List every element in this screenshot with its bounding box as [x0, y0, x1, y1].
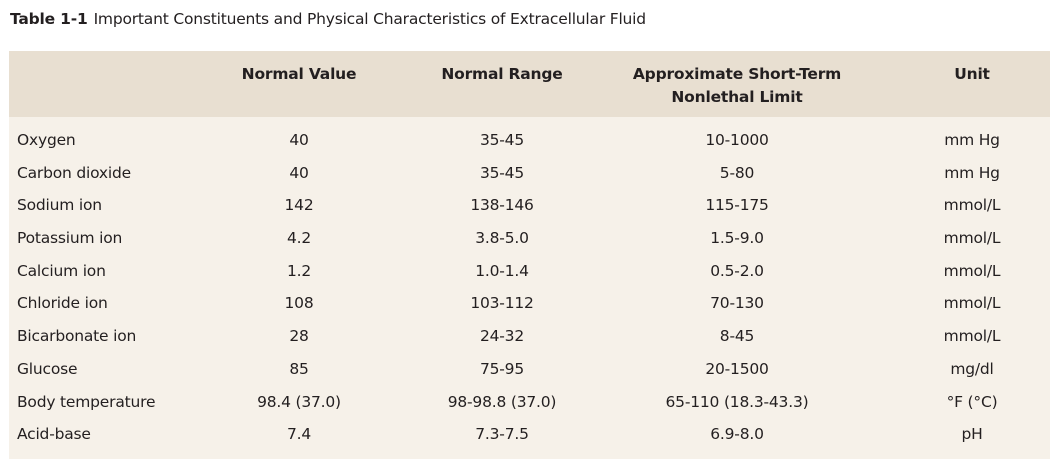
table-row: Carbon dioxide 40 35-45 5-80 mm Hg: [9, 158, 1050, 191]
table-row: Oxygen 40 35-45 10-1000 mm Hg: [9, 125, 1050, 158]
row-name-cell: Potassium ion: [17, 229, 123, 248]
normal-value-cell: 108: [284, 294, 314, 313]
unit-cell: mmol/L: [943, 327, 1001, 346]
header-normal-value: Normal Value: [241, 65, 357, 83]
table-row: Body temperature 98.4 (37.0) 98-98.8 (37…: [9, 387, 1050, 420]
normal-range-cell: 24-32: [479, 327, 525, 346]
unit-cell: pH: [961, 425, 983, 444]
row-name-cell: Acid-base: [17, 425, 91, 444]
table-row: Chloride ion 108 103-112 70-130 mmol/L: [9, 288, 1050, 321]
row-name-cell: Carbon dioxide: [17, 163, 131, 182]
nonlethal-limit-cell: 65-110 (18.3-43.3): [665, 392, 809, 411]
normal-range-cell: 98-98.8 (37.0): [447, 392, 557, 411]
normal-value-cell: 1.2: [286, 261, 312, 280]
row-name-cell: Calcium ion: [17, 261, 106, 280]
normal-value-cell: 40: [289, 163, 309, 182]
header-nonlethal-limit-line1: Approximate Short-Term: [632, 65, 842, 83]
row-name-cell: Glucose: [17, 359, 78, 378]
table-body: Oxygen 40 35-45 10-1000 mm Hg Carbon dio…: [9, 125, 1050, 452]
table-caption: Table 1-1 Important Constituents and Phys…: [10, 8, 646, 30]
nonlethal-limit-cell: 6.9-8.0: [710, 425, 764, 444]
normal-range-cell: 7.3-7.5: [475, 425, 529, 444]
unit-cell: mg/dl: [950, 359, 994, 378]
table-row: Sodium ion 142 138-146 115-175 mmol/L: [9, 190, 1050, 223]
normal-value-cell: 28: [289, 327, 309, 346]
row-name-cell: Bicarbonate ion: [17, 327, 137, 346]
nonlethal-limit-cell: 8-45: [719, 327, 755, 346]
row-name-cell: Chloride ion: [17, 294, 108, 313]
header-nonlethal-limit: Approximate Short-Term Nonlethal Limit: [627, 63, 847, 109]
unit-cell: mmol/L: [943, 294, 1001, 313]
unit-cell: mm Hg: [944, 131, 1000, 149]
table-header: Normal Value Normal Range Approximate Sh…: [9, 51, 1050, 117]
row-name-cell: Sodium ion: [17, 196, 102, 215]
table-row: Glucose 85 75-95 20-1500 mg/dl: [9, 354, 1050, 387]
normal-value-cell: 98.4 (37.0): [257, 392, 341, 411]
normal-range-cell: 35-45: [479, 131, 525, 149]
normal-range-cell: 3.8-5.0: [475, 229, 529, 248]
row-name-cell: Body temperature: [17, 392, 156, 411]
table-title: Important Constituents and Physical Char…: [93, 10, 647, 28]
header-normal-range: Normal Range: [441, 65, 563, 83]
table-row: Bicarbonate ion 28 24-32 8-45 mmol/L: [9, 321, 1050, 354]
header-nonlethal-limit-line2: Nonlethal Limit: [671, 88, 803, 106]
normal-value-cell: 4.2: [286, 229, 312, 248]
data-table: Normal Value Normal Range Approximate Sh…: [9, 51, 1050, 459]
nonlethal-limit-cell: 10-1000: [705, 131, 769, 149]
nonlethal-limit-cell: 20-1500: [705, 359, 769, 378]
table-row: Calcium ion 1.2 1.0-1.4 0.5-2.0 mmol/L: [9, 256, 1050, 289]
table-row: Acid-base 7.4 7.3-7.5 6.9-8.0 pH: [9, 419, 1050, 452]
row-name-cell: Oxygen: [17, 131, 76, 149]
table-row: Potassium ion 4.2 3.8-5.0 1.5-9.0 mmol/L: [9, 223, 1050, 256]
nonlethal-limit-cell: 1.5-9.0: [710, 229, 764, 248]
unit-cell: mmol/L: [943, 261, 1001, 280]
nonlethal-limit-cell: 0.5-2.0: [710, 261, 764, 280]
normal-range-cell: 35-45: [479, 163, 525, 182]
unit-cell: mmol/L: [943, 229, 1001, 248]
header-unit: Unit: [954, 65, 990, 83]
normal-range-cell: 138-146: [470, 196, 534, 215]
normal-range-cell: 103-112: [470, 294, 534, 313]
normal-value-cell: 7.4: [286, 425, 312, 444]
unit-cell: mm Hg: [944, 163, 1000, 182]
nonlethal-limit-cell: 115-175: [705, 196, 769, 215]
unit-cell: mmol/L: [943, 196, 1001, 215]
unit-cell: °F (°C): [946, 392, 998, 411]
nonlethal-limit-cell: 5-80: [719, 163, 755, 182]
nonlethal-limit-cell: 70-130: [710, 294, 764, 313]
normal-value-cell: 40: [289, 131, 309, 149]
table-label: Table 1-1: [10, 10, 88, 28]
normal-range-cell: 75-95: [479, 359, 525, 378]
normal-value-cell: 142: [284, 196, 314, 215]
normal-value-cell: 85: [289, 359, 309, 378]
normal-range-cell: 1.0-1.4: [475, 261, 529, 280]
